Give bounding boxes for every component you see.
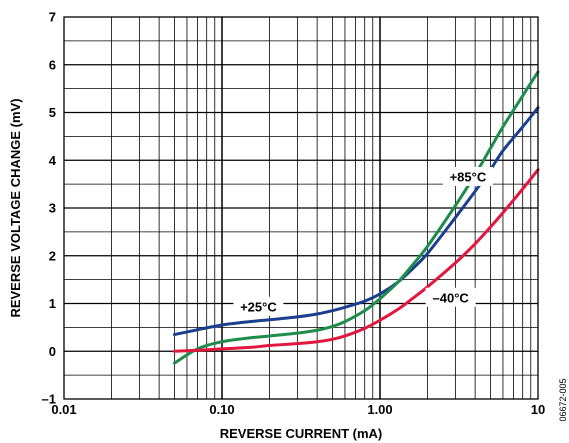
y-tick-label: 5 <box>49 105 56 120</box>
y-tick-label: 3 <box>49 201 56 216</box>
series-label: –40°C <box>425 287 476 307</box>
series-label-text: +25°C <box>240 299 277 314</box>
y-tick-label: –1 <box>42 392 56 407</box>
series-line-40C <box>172 168 540 353</box>
series-label-text: +85°C <box>450 169 487 184</box>
figure-id: 06672-005 <box>558 378 568 421</box>
y-tick-label: 6 <box>49 57 56 72</box>
series-label-box <box>425 287 476 307</box>
y-axis-title: REVERSE VOLTAGE CHANGE (mV) <box>8 98 23 317</box>
x-tick-label: 1.00 <box>367 402 392 417</box>
label-layer: +25°C +85°C –40°C <box>233 166 493 316</box>
series-label: +25°C <box>233 296 284 316</box>
plot-frame <box>63 16 539 400</box>
series-label-box <box>442 166 493 186</box>
series-line-85C <box>172 70 540 365</box>
x-tick-labels: 0.01 0.10 1.00 10 <box>51 402 545 417</box>
x-axis-title: REVERSE CURRENT (mA) <box>220 426 383 441</box>
series-label-box <box>233 296 284 316</box>
x-tick-label: 10 <box>531 402 545 417</box>
x-tick-label: 0.01 <box>51 402 76 417</box>
series-label-text: –40°C <box>433 290 470 305</box>
y-tick-label: 0 <box>49 344 56 359</box>
y-tick-label: 1 <box>49 296 56 311</box>
y-tick-label: 7 <box>49 10 56 25</box>
y-tick-labels: –1 0 1 2 3 4 5 6 7 <box>42 10 57 407</box>
y-tick-label: 4 <box>49 153 57 168</box>
y-tick-label: 2 <box>49 248 56 263</box>
x-tick-label: 0.10 <box>209 402 234 417</box>
series-label: +85°C <box>442 166 493 186</box>
